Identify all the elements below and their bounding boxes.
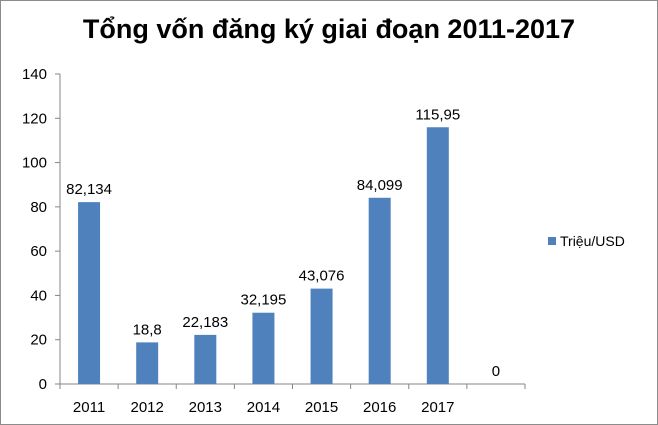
legend-label: Triệu/USD: [560, 233, 625, 249]
x-tick-label: 2015: [305, 399, 338, 416]
y-tick-label: 60: [30, 243, 47, 260]
bar: [426, 127, 449, 384]
y-tick-label: 140: [22, 66, 47, 83]
y-tick-label: 0: [39, 376, 47, 393]
y-tick-label: 80: [30, 199, 47, 216]
bar: [252, 312, 275, 384]
x-tick-label: 2013: [189, 399, 222, 416]
x-tick-label: 2014: [247, 399, 280, 416]
data-label: 115,95: [415, 106, 460, 123]
data-label: 18,8: [133, 321, 162, 338]
y-tick-label: 120: [22, 110, 47, 127]
x-tick-label: 2016: [363, 399, 396, 416]
chart-title: Tổng vốn đăng ký giai đoạn 2011-2017: [82, 14, 576, 44]
bar: [368, 197, 391, 384]
data-label: 0: [492, 363, 500, 380]
x-tick-label: 2012: [131, 399, 164, 416]
legend: Triệu/USD: [548, 233, 625, 249]
y-tick-label: 20: [30, 332, 47, 349]
bar: [78, 202, 101, 384]
x-tick-label: 2017: [421, 399, 454, 416]
y-tick-label: 100: [22, 155, 47, 172]
y-tick-label: 40: [30, 287, 47, 304]
data-label: 32,195: [240, 292, 286, 309]
bar: [310, 288, 333, 384]
bar: [136, 342, 159, 384]
data-label: 43,076: [299, 268, 345, 285]
data-label: 82,134: [66, 181, 112, 198]
x-tick-label: 2011: [73, 399, 105, 416]
legend-swatch: [548, 237, 556, 245]
bar: [194, 334, 217, 384]
data-label: 84,099: [357, 177, 403, 194]
data-label: 22,183: [182, 314, 228, 331]
